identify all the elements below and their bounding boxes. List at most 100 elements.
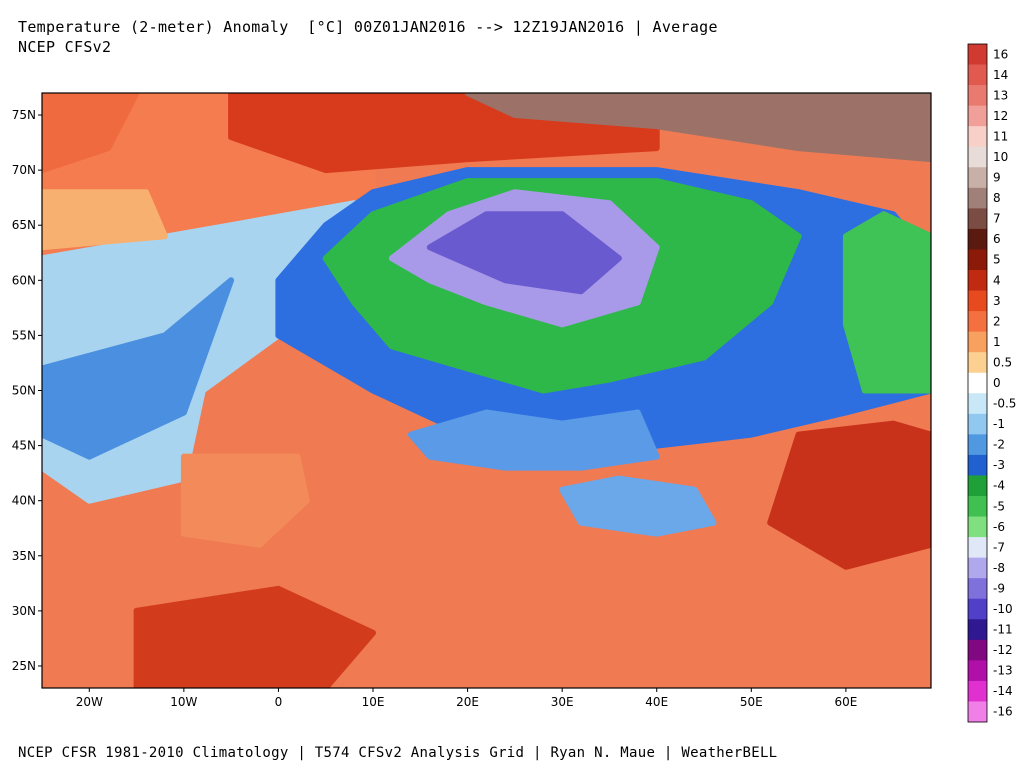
lon-tick-label: 10E xyxy=(362,695,385,709)
colorbar-swatch xyxy=(968,619,987,641)
anomaly-region-urals-green xyxy=(842,211,931,394)
colorbar-swatch xyxy=(968,454,987,476)
colorbar-label: -10 xyxy=(993,602,1013,616)
colorbar-label: 8 xyxy=(993,191,1001,205)
colorbar-label: 9 xyxy=(993,171,1001,185)
colorbar-swatch xyxy=(968,475,987,497)
credits-footer: NCEP CFSR 1981-2010 Climatology | T574 C… xyxy=(18,745,778,761)
colorbar-label: 16 xyxy=(993,47,1008,61)
colorbar-swatch xyxy=(968,270,987,291)
colorbar-swatch xyxy=(968,393,987,415)
colorbar-swatch xyxy=(968,680,987,702)
anomaly-region-iberia-warm xyxy=(180,453,310,548)
colorbar-label: 2 xyxy=(993,314,1001,328)
colorbar-label: 11 xyxy=(993,129,1008,143)
anomaly-region-turkey-blue xyxy=(559,475,717,537)
lat-tick-label: 40N xyxy=(12,494,36,508)
colorbar-label: -8 xyxy=(993,561,1005,575)
colorbar-label: -5 xyxy=(993,499,1005,513)
colorbar-label: -11 xyxy=(993,623,1013,637)
colorbar-swatch xyxy=(968,598,987,620)
lon-tick-label: 50E xyxy=(740,695,763,709)
colorbar-swatch xyxy=(968,557,987,579)
longitude-axis: 20W 10W 0 10E 20E 30E 40E 50E 60E xyxy=(76,688,857,709)
colorbar-swatch xyxy=(968,352,987,374)
lat-tick-label: 60N xyxy=(12,273,36,287)
lat-tick-label: 45N xyxy=(12,439,36,453)
colorbar-label: -4 xyxy=(993,479,1005,493)
lat-tick-label: 75N xyxy=(12,108,36,122)
lon-tick-label: 30E xyxy=(551,695,574,709)
anomaly-region-north-atlantic-blue xyxy=(42,277,235,460)
lon-tick-label: 10W xyxy=(170,695,197,709)
colorbar-label: 0 xyxy=(993,376,1001,390)
anomaly-region-black-sea-blue xyxy=(407,409,660,471)
lat-tick-label: 65N xyxy=(12,218,36,232)
colorbar-label: -3 xyxy=(993,458,1005,472)
colorbar-swatch xyxy=(968,44,987,65)
colorbar-swatch xyxy=(968,208,987,230)
colorbar-label: 6 xyxy=(993,232,1001,246)
colorbar-label: -12 xyxy=(993,643,1013,657)
colorbar-label: 13 xyxy=(993,88,1008,102)
lat-tick-label: 30N xyxy=(12,604,36,618)
anomaly-region-iceland-warm xyxy=(42,189,168,251)
colorbar-swatch xyxy=(968,85,987,107)
colorbar-swatch xyxy=(968,331,987,353)
colorbar-swatch xyxy=(968,290,987,312)
colorbar-label: 12 xyxy=(993,109,1008,123)
color-scale: 16 14 13 12 11 10 9 8 7 6 5 4 3 2 1 0.5 0 -0.5 -1 -2 -3 -4 -5 -… xyxy=(967,43,1016,723)
colorbar-label: -16 xyxy=(993,705,1013,719)
lat-tick-label: 25N xyxy=(12,659,36,673)
lat-tick-label: 55N xyxy=(12,328,36,342)
colorbar-swatch xyxy=(968,660,987,682)
latitude-axis: 75N 70N 65N 60N 55N 50N 45N 40N 35N 30N 25N xyxy=(12,108,42,673)
lat-tick-label: 35N xyxy=(12,549,36,563)
lon-tick-label: 20W xyxy=(76,695,103,709)
lat-tick-label: 50N xyxy=(12,384,36,398)
colorbar-label: 4 xyxy=(993,273,1001,287)
colorbar-label: 10 xyxy=(993,150,1008,164)
colorbar-swatch xyxy=(968,126,987,148)
colorbar-label: 1 xyxy=(993,335,1001,349)
colorbar-label: -13 xyxy=(993,664,1013,678)
colorbar-label: -9 xyxy=(993,581,1005,595)
colorbar-swatch xyxy=(968,64,987,86)
colorbar-label: -6 xyxy=(993,520,1005,534)
colorbar-label: 5 xyxy=(993,253,1001,267)
colorbar-swatch xyxy=(968,311,987,333)
colorbar-label: 3 xyxy=(993,294,1001,308)
colorbar-swatch xyxy=(968,167,987,189)
colorbar-swatch xyxy=(968,105,987,127)
colorbar-frame xyxy=(967,43,988,723)
colorbar-swatch xyxy=(968,578,987,600)
lon-tick-label: 20E xyxy=(456,695,479,709)
anomaly-region-barents-very-warm xyxy=(464,93,931,163)
colorbar-swatch xyxy=(968,372,987,394)
lon-tick-label: 40E xyxy=(645,695,668,709)
colorbar-label: 14 xyxy=(993,68,1008,82)
colorbar-swatch xyxy=(968,434,987,456)
colorbar-swatch xyxy=(968,249,987,271)
map-title: Temperature (2-meter) Anomaly [°C] 00Z01… xyxy=(18,18,718,36)
lat-tick-label: 70N xyxy=(12,163,36,177)
model-name: NCEP CFSv2 xyxy=(18,38,112,56)
colorbar-swatch xyxy=(968,228,987,250)
lon-tick-label: 60E xyxy=(834,695,857,709)
anomaly-field xyxy=(42,93,931,688)
colorbar-label: -7 xyxy=(993,540,1005,554)
anomaly-region-sahara-hot xyxy=(133,585,376,688)
colorbar-swatch xyxy=(968,701,987,723)
colorbar-label: -14 xyxy=(993,684,1013,698)
colorbar-swatch xyxy=(968,146,987,168)
colorbar-swatch xyxy=(968,187,987,209)
colorbar-label: -2 xyxy=(993,438,1005,452)
anomaly-region-scandinavia-deep-purple xyxy=(426,211,622,295)
colorbar-swatch xyxy=(968,537,987,559)
colorbar-label: -1 xyxy=(993,417,1005,431)
colorbar-swatch xyxy=(968,413,987,435)
colorbar-swatch xyxy=(968,516,987,538)
lon-tick-label: 0 xyxy=(275,695,283,709)
